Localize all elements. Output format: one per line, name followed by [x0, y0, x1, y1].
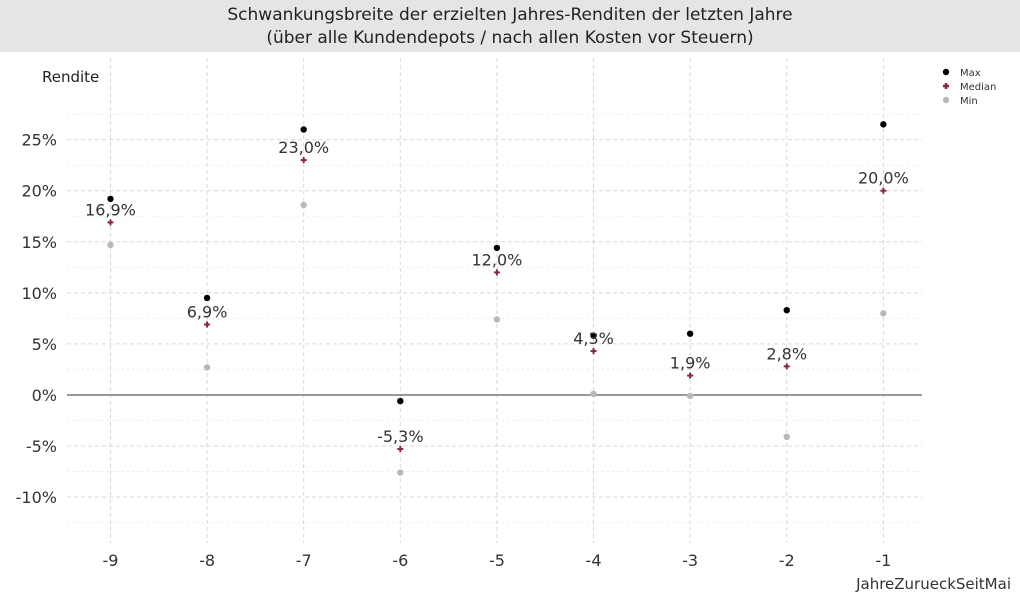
x-tick-label: -6	[392, 551, 408, 570]
y-tick-label: 5%	[32, 335, 57, 354]
median-marker	[397, 446, 404, 453]
median-data-label: 2,8%	[766, 344, 807, 363]
min-marker	[203, 364, 211, 371]
max-marker	[397, 397, 404, 405]
x-tick-label: -1	[875, 551, 891, 570]
y-tick-label: -10%	[16, 488, 57, 507]
median-data-label: 6,9%	[187, 302, 228, 321]
median-data-label: 4,3%	[573, 329, 614, 348]
legend-min-icon	[942, 96, 950, 104]
chart-title: Schwankungsbreite der erzielten Jahres-R…	[227, 5, 793, 25]
max-marker	[880, 121, 887, 128]
min-marker	[107, 241, 114, 249]
min-marker	[686, 392, 694, 400]
chart-subtitle: (über alle Kundendepots / nach allen Kos…	[266, 28, 754, 48]
median-marker	[880, 187, 887, 194]
median-data-label: 12,0%	[472, 250, 523, 269]
median-marker	[590, 348, 597, 355]
legend-label: Median	[960, 82, 996, 93]
x-tick-label: -8	[199, 551, 215, 570]
axis-layer: -10% -5% 0% 5% 10% 15% 20% 25% -9 -8 -7 -6 -5 -4 -3 -2 -…	[16, 131, 922, 570]
max-marker	[203, 294, 211, 302]
min-marker	[397, 469, 404, 476]
x-tick-label: -2	[779, 551, 795, 570]
label-layer: 16,9% 6,9% 23,0% -5,3% 12,0% 4,3% 1,9% 2,8% 20,0…	[85, 138, 909, 446]
y-tick-label: 15%	[21, 233, 57, 252]
min-marker	[300, 201, 307, 209]
median-marker	[204, 321, 211, 328]
x-tick-label: -5	[489, 551, 505, 570]
y-tick-label: 0%	[32, 386, 57, 405]
max-marker	[590, 332, 597, 339]
median-data-label: 1,9%	[670, 354, 711, 373]
chart-title-bar: Schwankungsbreite der erzielten Jahres-R…	[0, 0, 1020, 52]
median-marker	[687, 372, 694, 379]
median-marker	[783, 363, 790, 370]
median-marker	[300, 157, 307, 164]
median-data-label: -5,3%	[377, 427, 423, 446]
median-data-label: 20,0%	[858, 169, 909, 188]
median-data-label: 23,0%	[278, 138, 329, 157]
legend-label: Min	[960, 96, 978, 107]
y-tick-label: 10%	[21, 284, 57, 303]
point-layer	[107, 121, 887, 476]
median-marker	[107, 219, 114, 226]
min-marker	[590, 390, 597, 398]
x-tick-label: -3	[682, 551, 698, 570]
median-marker	[493, 269, 500, 276]
max-marker	[783, 307, 790, 314]
min-marker	[493, 316, 501, 323]
x-axis-label: JahreZurueckSeitMai	[855, 575, 1011, 593]
max-marker	[493, 244, 501, 252]
max-marker	[107, 195, 114, 203]
x-tick-label: -4	[586, 551, 602, 570]
x-tick-label: -9	[102, 551, 118, 570]
min-marker	[880, 310, 887, 317]
legend: Max Median Min	[942, 68, 996, 107]
max-marker	[300, 126, 307, 133]
y-tick-label: 20%	[21, 182, 57, 201]
x-tick-label: -7	[296, 551, 312, 570]
y-tick-label: 25%	[21, 131, 57, 150]
y-axis-label: Rendite	[42, 68, 99, 86]
y-tick-label: -5%	[26, 437, 57, 456]
median-data-label: 16,9%	[85, 200, 136, 219]
legend-max-icon	[942, 68, 950, 76]
min-marker	[783, 433, 790, 441]
max-marker	[686, 330, 694, 337]
grid-layer	[67, 58, 922, 543]
legend-label: Max	[960, 68, 981, 79]
